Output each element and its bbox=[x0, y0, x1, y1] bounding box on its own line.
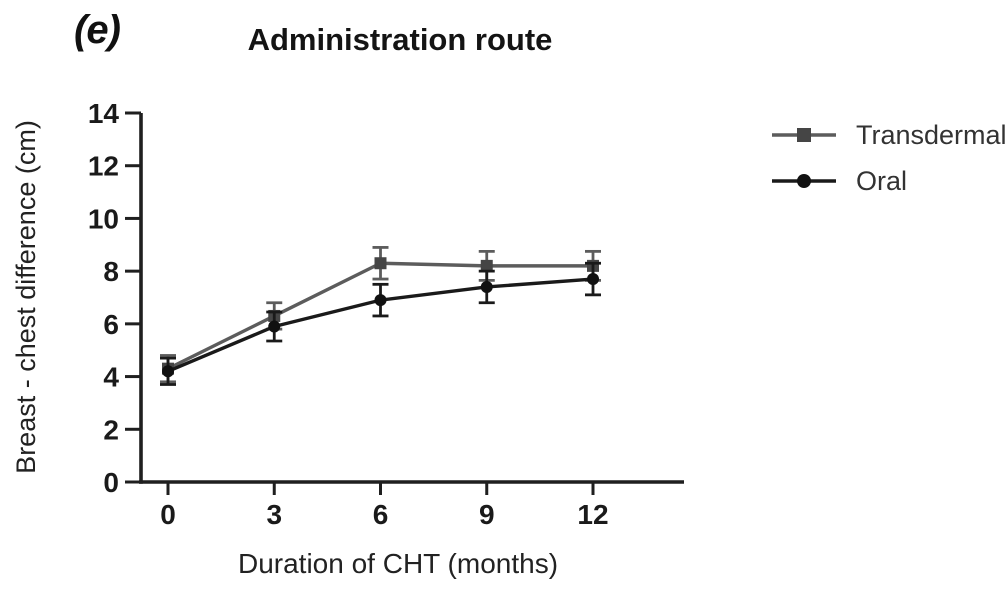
chart-title: Administration route bbox=[247, 22, 553, 57]
axes: 0 2 4 6 8 10 12 14 0 3 6 9 12 bbox=[88, 98, 684, 530]
y-tick-label: 6 bbox=[103, 309, 119, 340]
y-tick-label: 4 bbox=[103, 362, 119, 393]
x-tick-label: 0 bbox=[160, 499, 176, 530]
x-tick-label: 3 bbox=[266, 499, 282, 530]
series-oral bbox=[160, 261, 601, 386]
circle-marker-icon bbox=[268, 320, 281, 333]
legend-item-transdermal: Transdermal bbox=[770, 112, 1007, 158]
circle-marker-icon bbox=[480, 280, 493, 293]
legend-label: Transdermal bbox=[856, 119, 1007, 150]
legend-label: Oral bbox=[856, 165, 908, 196]
legend-square-marker-icon bbox=[772, 128, 836, 142]
circle-marker-icon bbox=[374, 294, 387, 307]
square-marker-icon bbox=[797, 128, 811, 142]
x-tick-label: 6 bbox=[373, 499, 389, 530]
x-axis-label: Duration of CHT (months) bbox=[237, 548, 559, 579]
legend-circle-marker-icon bbox=[772, 174, 836, 188]
y-tick-label: 10 bbox=[88, 203, 119, 234]
legend-item-oral: Oral bbox=[770, 158, 1007, 204]
x-tick-label: 9 bbox=[479, 499, 495, 530]
circle-marker-icon bbox=[587, 273, 599, 286]
y-tick-label: 2 bbox=[103, 414, 119, 445]
x-tick-label: 12 bbox=[577, 499, 608, 530]
square-marker-icon bbox=[374, 257, 387, 270]
circle-marker-icon bbox=[797, 174, 811, 188]
y-tick-label: 8 bbox=[103, 256, 119, 287]
panel-label: (e) bbox=[74, 8, 121, 52]
legend: Transdermal Oral bbox=[770, 112, 1007, 204]
y-tick-label: 14 bbox=[88, 98, 120, 129]
y-tick-label: 0 bbox=[103, 467, 119, 498]
circle-marker-icon bbox=[162, 365, 174, 378]
y-tick-label: 12 bbox=[88, 151, 119, 182]
square-marker-icon bbox=[480, 259, 493, 272]
